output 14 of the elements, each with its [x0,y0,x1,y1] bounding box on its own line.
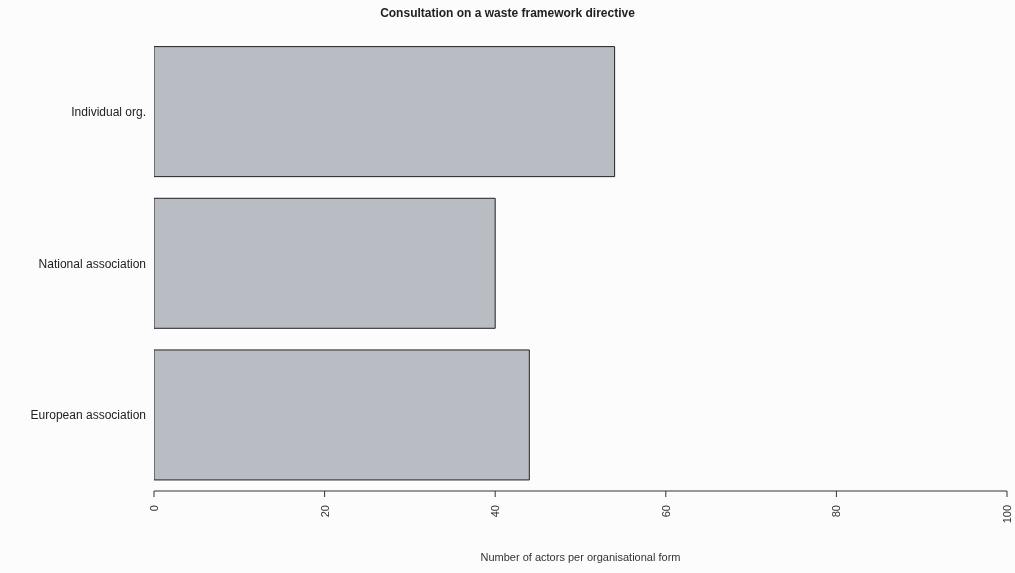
bar [154,46,616,178]
y-tick-label: European association [30,408,146,423]
bar [154,197,496,329]
x-tick-label: 100 [1001,505,1013,524]
x-tick-label: 40 [489,505,502,518]
y-tick-label: Individual org. [71,105,146,120]
bar [154,349,530,481]
x-tick-label: 0 [148,505,160,512]
x-tick-label: 20 [318,505,331,518]
chart-title: Consultation on a waste framework directive [379,6,636,20]
x-axis-title: Number of actors per organisational form [480,551,681,563]
x-tick-label: 60 [659,505,672,518]
x-tick-label: 80 [830,505,843,518]
y-tick-label: National association [38,256,146,271]
